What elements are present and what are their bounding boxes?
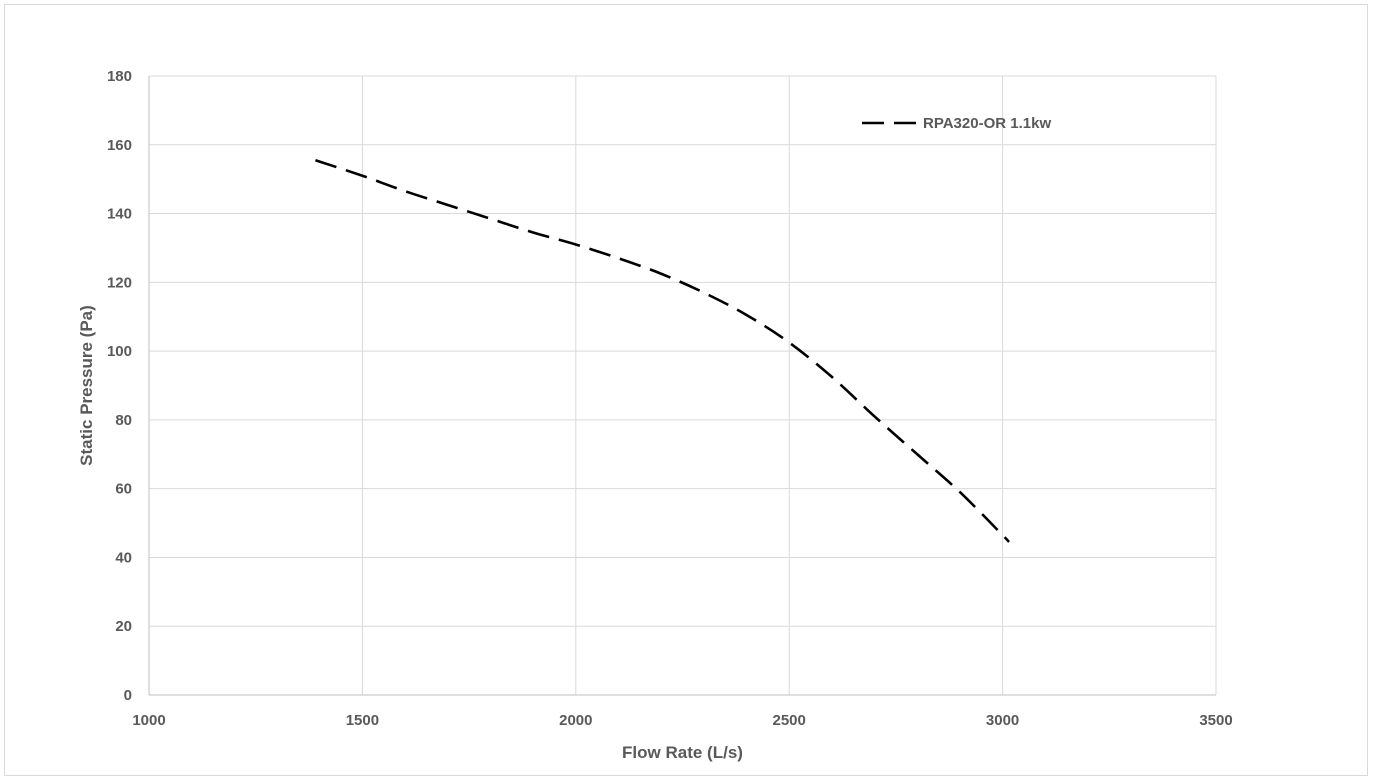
x-tick-label: 1000 bbox=[132, 712, 165, 729]
y-tick-label: 140 bbox=[107, 206, 132, 223]
axes bbox=[148, 76, 1216, 696]
series-line bbox=[315, 159, 1010, 543]
x-tick-label: 3000 bbox=[986, 712, 1019, 729]
y-tick-label: 0 bbox=[124, 687, 132, 704]
y-tick-label: 80 bbox=[115, 412, 132, 429]
legend-label: RPA320-OR 1.1kw bbox=[923, 115, 1051, 132]
legend: RPA320-OR 1.1kw bbox=[862, 115, 1051, 132]
y-tick-label: 40 bbox=[115, 549, 132, 566]
y-tick-label: 160 bbox=[107, 137, 132, 154]
series-layer bbox=[315, 159, 1010, 543]
y-tick-label: 120 bbox=[107, 274, 132, 291]
y-tick-label: 20 bbox=[115, 618, 132, 635]
y-tick-label: 100 bbox=[107, 343, 132, 360]
x-tick-label: 2000 bbox=[559, 712, 592, 729]
chart-area bbox=[4, 4, 1368, 776]
y-tick-label: 180 bbox=[107, 68, 132, 85]
gridlines bbox=[149, 75, 1217, 695]
x-axis-title: Flow Rate (L/s) bbox=[622, 743, 743, 762]
tick-labels: 0 20 40 60 80 100 120 140 160 180 1000 1500 2000 2500… bbox=[107, 68, 1233, 729]
y-axis-title: Static Pressure (Pa) bbox=[77, 305, 96, 466]
x-tick-label: 3500 bbox=[1199, 712, 1232, 729]
y-tick-label: 60 bbox=[115, 481, 132, 498]
x-tick-label: 1500 bbox=[346, 712, 379, 729]
x-tick-label: 2500 bbox=[773, 712, 806, 729]
